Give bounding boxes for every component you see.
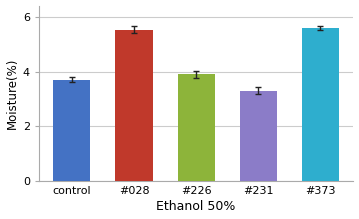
Y-axis label: Moisture(%): Moisture(%) <box>5 58 19 129</box>
Bar <box>53 80 90 181</box>
Bar <box>177 74 215 181</box>
Bar <box>302 28 339 181</box>
X-axis label: Ethanol 50%: Ethanol 50% <box>157 200 236 214</box>
Bar <box>240 91 277 181</box>
Bar <box>115 30 153 181</box>
